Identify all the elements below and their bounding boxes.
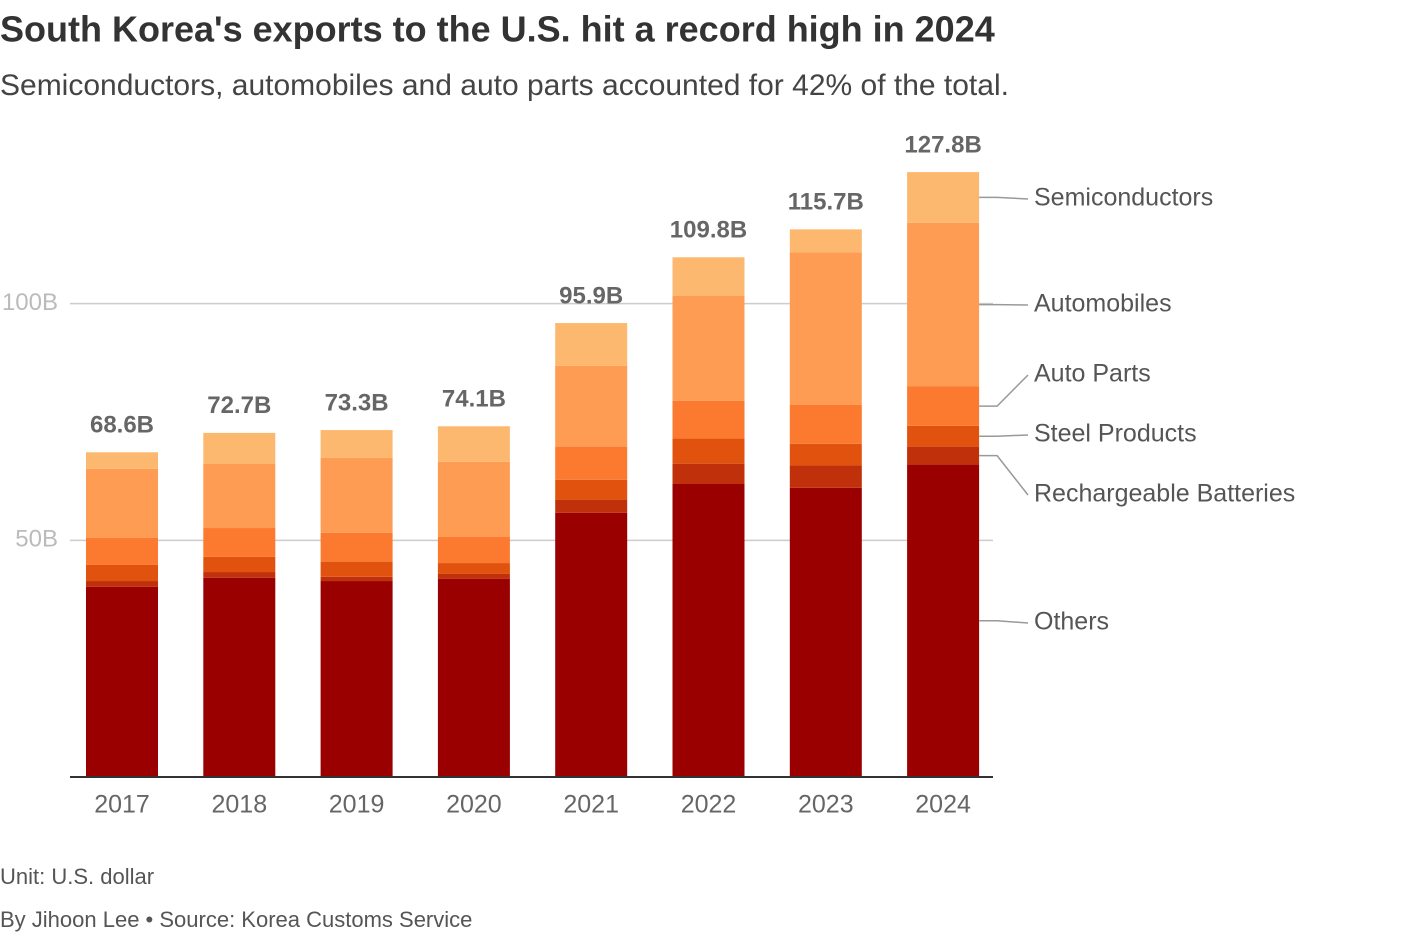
x-tick-label: 2022 bbox=[681, 791, 737, 819]
bar-segment bbox=[672, 463, 745, 485]
x-tick-label: 2021 bbox=[563, 791, 619, 819]
total-label: 74.1B bbox=[442, 386, 506, 413]
bar-segment bbox=[437, 578, 510, 777]
bar-segment bbox=[672, 438, 745, 464]
bar-segment bbox=[203, 556, 276, 573]
bar-segment bbox=[437, 563, 510, 574]
x-tick-label: 2018 bbox=[211, 791, 267, 819]
total-label: 115.7B bbox=[788, 189, 864, 216]
bar-segment bbox=[789, 443, 862, 466]
bar-segment bbox=[789, 229, 862, 253]
bar-segment bbox=[555, 365, 628, 447]
bar-segment bbox=[320, 576, 393, 582]
total-label: 68.6B bbox=[90, 412, 154, 439]
legend-label: Auto Parts bbox=[1034, 360, 1151, 388]
y-tick-label: 50B bbox=[15, 526, 58, 553]
bar-segment bbox=[672, 257, 745, 296]
bar-segment bbox=[320, 457, 393, 533]
x-tick-label: 2023 bbox=[798, 791, 854, 819]
bar-segment bbox=[203, 577, 276, 777]
bar-segment bbox=[437, 573, 510, 579]
bar-segment bbox=[907, 425, 980, 447]
y-tick-label: 100B bbox=[2, 289, 58, 316]
bar-segment bbox=[86, 468, 158, 538]
source: By Jihoon Lee • Source: Korea Customs Se… bbox=[0, 907, 472, 932]
legend-label: Automobiles bbox=[1034, 290, 1172, 318]
bar-segment bbox=[789, 404, 862, 444]
bar-segment bbox=[86, 564, 158, 582]
bar-segment bbox=[672, 295, 745, 401]
bar-segment bbox=[320, 561, 393, 577]
bar-segment bbox=[203, 432, 276, 464]
total-label: 109.8B bbox=[670, 217, 747, 244]
bar-segment bbox=[789, 487, 862, 777]
legend-leader bbox=[979, 620, 1029, 624]
bar-segment bbox=[907, 386, 980, 426]
bar-segment bbox=[437, 461, 510, 538]
total-label: 72.7B bbox=[207, 392, 271, 419]
bar-segment bbox=[320, 581, 393, 777]
bar-segment bbox=[555, 479, 628, 500]
bar-segment bbox=[555, 446, 628, 480]
bar-segment bbox=[907, 464, 980, 777]
bar-segment bbox=[907, 172, 980, 223]
bar-segment bbox=[907, 446, 980, 465]
bar-segment bbox=[437, 426, 510, 462]
bar-segment bbox=[203, 572, 276, 578]
bar-segment bbox=[437, 537, 510, 564]
chart-subtitle: Semiconductors, automobiles and auto par… bbox=[0, 69, 1009, 102]
legend-label: Steel Products bbox=[1034, 420, 1197, 448]
bar-segment bbox=[555, 512, 628, 777]
bar-segment bbox=[203, 463, 276, 529]
legend-label: Rechargeable Batteries bbox=[1034, 480, 1295, 508]
bar-segment bbox=[907, 222, 980, 387]
bar-segment bbox=[86, 586, 158, 777]
legend-label: Others bbox=[1034, 608, 1109, 636]
legend-leader bbox=[979, 454, 1029, 496]
legend-leader bbox=[979, 434, 1029, 437]
footnote: Unit: U.S. dollar bbox=[0, 864, 154, 889]
bar-segment bbox=[320, 430, 393, 458]
x-tick-label: 2019 bbox=[329, 791, 385, 819]
bar-segment bbox=[789, 465, 862, 488]
x-tick-label: 2017 bbox=[94, 791, 150, 819]
bar-segment bbox=[555, 499, 628, 513]
legend-label: Semiconductors bbox=[1034, 184, 1213, 212]
total-label: 73.3B bbox=[325, 389, 389, 416]
bar-segment bbox=[672, 484, 745, 777]
x-tick-label: 2024 bbox=[915, 791, 971, 819]
bar-segment bbox=[672, 400, 745, 439]
bar-segment bbox=[555, 323, 628, 366]
bar-segment bbox=[86, 581, 158, 587]
bar-segment bbox=[320, 532, 393, 562]
legend-leader bbox=[979, 196, 1029, 200]
bar-segment bbox=[86, 537, 158, 565]
bar-segment bbox=[86, 452, 158, 469]
x-tick-label: 2020 bbox=[446, 791, 502, 819]
total-label: 127.8B bbox=[904, 131, 981, 158]
bar-segment bbox=[789, 252, 862, 405]
legend-leader bbox=[979, 374, 1029, 407]
total-label: 95.9B bbox=[559, 282, 623, 309]
bar-segment bbox=[203, 528, 276, 557]
chart-title: South Korea's exports to the U.S. hit a … bbox=[0, 9, 995, 50]
